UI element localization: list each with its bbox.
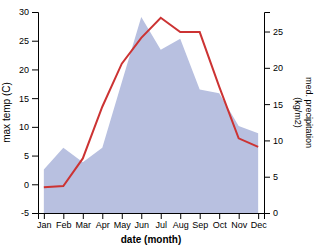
- tick-mark: [32, 156, 38, 157]
- tick: 10: [264, 136, 283, 146]
- tick-mark: [264, 32, 270, 33]
- tick-label: 0: [24, 180, 29, 190]
- tick: -5: [21, 208, 38, 218]
- tick-label: 15: [19, 94, 29, 104]
- tick: 30: [19, 7, 38, 17]
- tick-mark: [264, 177, 270, 178]
- tick-mark: [102, 213, 103, 219]
- y2-axis-title-line: med. precipitation: [304, 77, 314, 148]
- tick-label: 10: [273, 136, 283, 146]
- tick-mark: [32, 41, 38, 42]
- tick: Aug: [173, 213, 189, 230]
- tick: 15: [19, 94, 38, 104]
- tick: 20: [19, 65, 38, 75]
- area: [44, 17, 258, 213]
- tick-label: Aug: [173, 220, 189, 230]
- tick-label: Dec: [251, 220, 268, 230]
- tick-mark: [32, 12, 38, 13]
- tick: Oct: [213, 213, 228, 230]
- tick: May: [114, 213, 132, 230]
- marks: [44, 17, 258, 213]
- tick-mark: [219, 213, 220, 219]
- tick: Sep: [192, 213, 208, 230]
- tick: 0: [24, 180, 38, 190]
- tick-mark: [264, 213, 270, 214]
- y2-axis-title-line: (kg/m2): [293, 97, 303, 128]
- tick-mark: [122, 213, 123, 219]
- tick-label: 25: [19, 36, 29, 46]
- tick-mark: [180, 213, 181, 219]
- tick-mark: [44, 213, 45, 219]
- tick-mark: [32, 69, 38, 70]
- tick: Jun: [135, 213, 150, 230]
- tick-mark: [141, 213, 142, 219]
- tick: 25: [264, 27, 283, 37]
- tick-mark: [239, 213, 240, 219]
- tick: Dec: [251, 213, 268, 230]
- tick-mark: [264, 140, 270, 141]
- tick-label: 15: [273, 99, 283, 109]
- tick-label: -5: [21, 208, 29, 218]
- y2-axis-title: med. precipitation(kg/m2): [293, 77, 314, 148]
- tick: 5: [264, 172, 278, 182]
- y-axis: -5 0 5 10 15 20 25 30: [19, 7, 39, 218]
- tick-mark: [264, 104, 270, 105]
- tick-mark: [258, 213, 259, 219]
- axis-line: [32, 13, 39, 214]
- tick: Mar: [76, 213, 92, 230]
- tick-label: May: [114, 220, 132, 230]
- tick-label: Jul: [155, 220, 167, 230]
- tick: 20: [264, 63, 283, 73]
- x-axis: Jan Feb Mar Apr MayJun Jul AugSep OctNovDec: [37, 213, 267, 230]
- tick: 0: [264, 208, 278, 218]
- tick: Apr: [96, 213, 110, 230]
- tick-label: Nov: [231, 220, 248, 230]
- tick-label: Jun: [135, 220, 150, 230]
- line: [44, 18, 258, 187]
- plot: Jan Feb Mar Apr MayJun Jul AugSep OctNovDec -5 0 5…: [1, 7, 314, 245]
- tick-mark: [32, 213, 38, 214]
- tick: 5: [24, 151, 38, 161]
- tick-label: 20: [19, 65, 29, 75]
- tick-mark: [32, 127, 38, 128]
- tick: Feb: [56, 213, 72, 230]
- tick-label: 30: [19, 7, 29, 17]
- tick-label: 20: [273, 63, 283, 73]
- tick-label: 0: [273, 208, 278, 218]
- tick-mark: [63, 213, 64, 219]
- tick-label: 25: [273, 27, 283, 37]
- tick: 10: [19, 122, 38, 132]
- tick: Jan: [37, 213, 52, 230]
- y-axis-title: max temp (C): [1, 82, 12, 143]
- axis-line: [39, 214, 265, 220]
- tick: Nov: [231, 213, 248, 230]
- tick-label: Jan: [37, 220, 52, 230]
- tick-label: Apr: [96, 220, 110, 230]
- tick-label: 5: [24, 151, 29, 161]
- tick-mark: [200, 213, 201, 219]
- chart: Jan Feb Mar Apr MayJun Jul AugSep OctNovDec -5 0 5…: [0, 0, 318, 247]
- tick-label: Feb: [56, 220, 72, 230]
- tick-mark: [83, 213, 84, 219]
- tick: 15: [264, 99, 283, 109]
- tick: 25: [19, 36, 38, 46]
- tick-mark: [32, 184, 38, 185]
- tick-mark: [161, 213, 162, 219]
- tick-label: Sep: [192, 220, 208, 230]
- axis-line: [265, 13, 271, 214]
- tick-label: Mar: [76, 220, 92, 230]
- tick-label: 10: [19, 122, 29, 132]
- tick-label: 5: [273, 172, 278, 182]
- x-axis-title: date (month): [121, 234, 182, 245]
- tick-mark: [32, 98, 38, 99]
- tick-mark: [264, 68, 270, 69]
- y2-axis: 0 5 10 15 20 25: [264, 13, 283, 219]
- tick-label: Oct: [213, 220, 228, 230]
- tick: Jul: [155, 213, 167, 230]
